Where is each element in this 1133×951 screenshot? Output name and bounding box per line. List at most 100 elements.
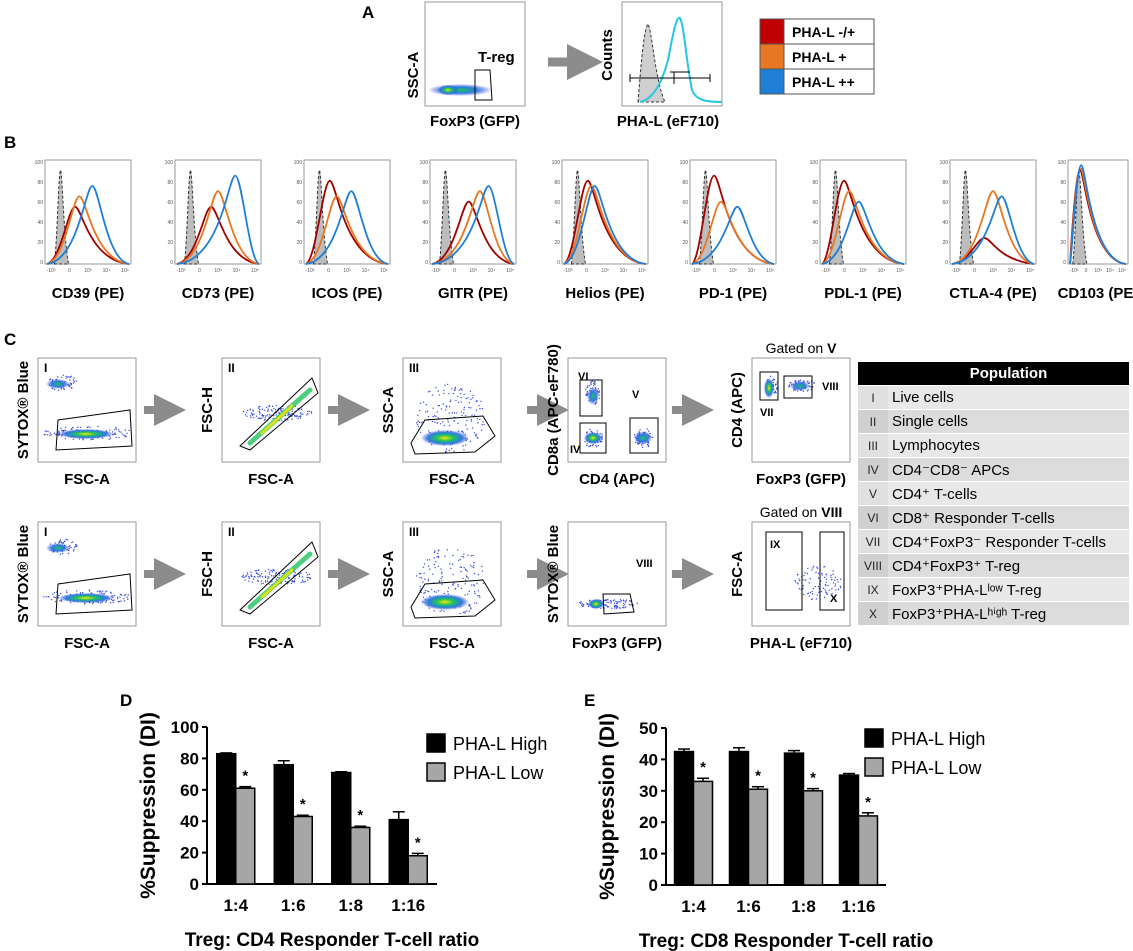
x-tick-label: 10³ bbox=[214, 268, 222, 274]
density-band bbox=[260, 568, 294, 599]
event-dot bbox=[285, 569, 287, 572]
event-dot bbox=[799, 379, 802, 381]
event-dot bbox=[818, 591, 820, 593]
panel-label-e: E bbox=[584, 691, 595, 710]
gate-polygon bbox=[239, 541, 319, 615]
histogram-curve-high bbox=[176, 174, 260, 265]
event-dot bbox=[457, 583, 459, 586]
event-dot bbox=[473, 584, 475, 586]
gating-plot-frame bbox=[221, 521, 321, 627]
event-dot bbox=[459, 566, 461, 568]
event-dot bbox=[49, 432, 51, 434]
event-dot bbox=[769, 375, 772, 378]
y-tick-label: 80 bbox=[37, 180, 43, 186]
event-dot bbox=[268, 405, 271, 407]
histogram-curve-neg bbox=[46, 205, 130, 265]
event-dot bbox=[306, 576, 308, 579]
event-dot bbox=[435, 591, 437, 593]
legend-swatch bbox=[426, 733, 446, 753]
population-row: IV CD4⁻CD8⁻ APCs bbox=[858, 457, 1129, 482]
event-dot bbox=[262, 416, 264, 418]
event-dot bbox=[120, 431, 122, 433]
event-dot bbox=[446, 383, 449, 386]
y-tick-label: 100 bbox=[294, 160, 303, 166]
y-tick-label: 20 bbox=[296, 240, 302, 246]
y-tick-label: 40 bbox=[37, 220, 43, 226]
event-dot bbox=[118, 429, 120, 431]
isotype-control-curve bbox=[698, 168, 715, 265]
event-dot bbox=[590, 381, 592, 383]
y-tick-label: 40 bbox=[1060, 220, 1066, 226]
gate-label: VIII bbox=[822, 381, 839, 393]
event-dot bbox=[299, 415, 301, 418]
event-dot bbox=[468, 406, 470, 409]
event-dot bbox=[448, 412, 451, 414]
bar bbox=[292, 815, 313, 885]
event-dot bbox=[69, 601, 72, 604]
density-hotspot bbox=[764, 378, 774, 398]
event-dot bbox=[646, 444, 649, 446]
event-dot bbox=[469, 390, 472, 393]
event-dot bbox=[419, 572, 422, 575]
event-dot bbox=[452, 392, 455, 395]
population-number: VI bbox=[858, 505, 888, 530]
event-dot bbox=[54, 600, 57, 603]
gating-xlabel: FoxP3 (GFP) bbox=[572, 635, 662, 652]
event-dot bbox=[57, 594, 60, 597]
gating-xlabel: FSC-A bbox=[248, 471, 294, 488]
event-dot bbox=[308, 573, 311, 575]
gating-plot-frame bbox=[37, 521, 137, 627]
event-dot bbox=[823, 566, 825, 568]
isotype-control-curve bbox=[438, 168, 455, 265]
histogram-curve-mid bbox=[821, 190, 905, 265]
event-dot bbox=[245, 412, 248, 414]
event-dot bbox=[425, 403, 428, 406]
event-dot bbox=[262, 414, 265, 417]
event-dot bbox=[458, 389, 460, 391]
event-dot bbox=[622, 602, 625, 605]
event-dot bbox=[119, 593, 122, 596]
event-dot bbox=[115, 436, 118, 439]
event-dot bbox=[816, 567, 819, 570]
event-dot bbox=[798, 578, 800, 580]
histogram-curve-high bbox=[821, 200, 905, 265]
y-tick-label: 0 bbox=[557, 260, 560, 266]
event-dot bbox=[300, 581, 302, 584]
event-dot bbox=[463, 408, 465, 411]
event-dot bbox=[837, 581, 839, 583]
event-dot bbox=[815, 598, 818, 600]
category-label: 1:6 bbox=[736, 897, 761, 916]
event-dot bbox=[268, 583, 270, 585]
event-dot bbox=[448, 405, 451, 408]
isotype-control-curve bbox=[53, 168, 70, 265]
event-dot bbox=[104, 591, 107, 593]
histogram-curve-mid bbox=[563, 185, 647, 265]
event-dot bbox=[443, 424, 445, 427]
event-dot bbox=[255, 572, 258, 575]
event-dot bbox=[597, 388, 599, 390]
x-tick-label: 10³ bbox=[1094, 268, 1102, 274]
event-dot bbox=[470, 418, 473, 421]
significance-star: * bbox=[415, 834, 421, 851]
event-dot bbox=[436, 411, 439, 413]
event-dot bbox=[483, 423, 485, 426]
bar bbox=[783, 752, 805, 886]
event-dot bbox=[470, 420, 472, 422]
event-dot bbox=[73, 377, 75, 379]
event-dot bbox=[48, 596, 50, 598]
event-dot bbox=[263, 409, 266, 411]
gating-plot-frame bbox=[567, 357, 667, 463]
event-dot bbox=[449, 567, 452, 570]
event-dot bbox=[118, 431, 120, 433]
event-dot bbox=[96, 590, 99, 593]
event-dot bbox=[462, 577, 464, 580]
event-dot bbox=[97, 425, 99, 428]
event-dot bbox=[466, 428, 468, 430]
density-hotspot bbox=[790, 381, 810, 391]
bar bbox=[673, 750, 695, 886]
x-tick-label: 10⁴ bbox=[1106, 268, 1114, 274]
population-number: VIII bbox=[858, 553, 888, 578]
event-dot bbox=[102, 590, 104, 592]
event-dot bbox=[834, 583, 837, 585]
panel-label-c: C bbox=[4, 330, 16, 349]
